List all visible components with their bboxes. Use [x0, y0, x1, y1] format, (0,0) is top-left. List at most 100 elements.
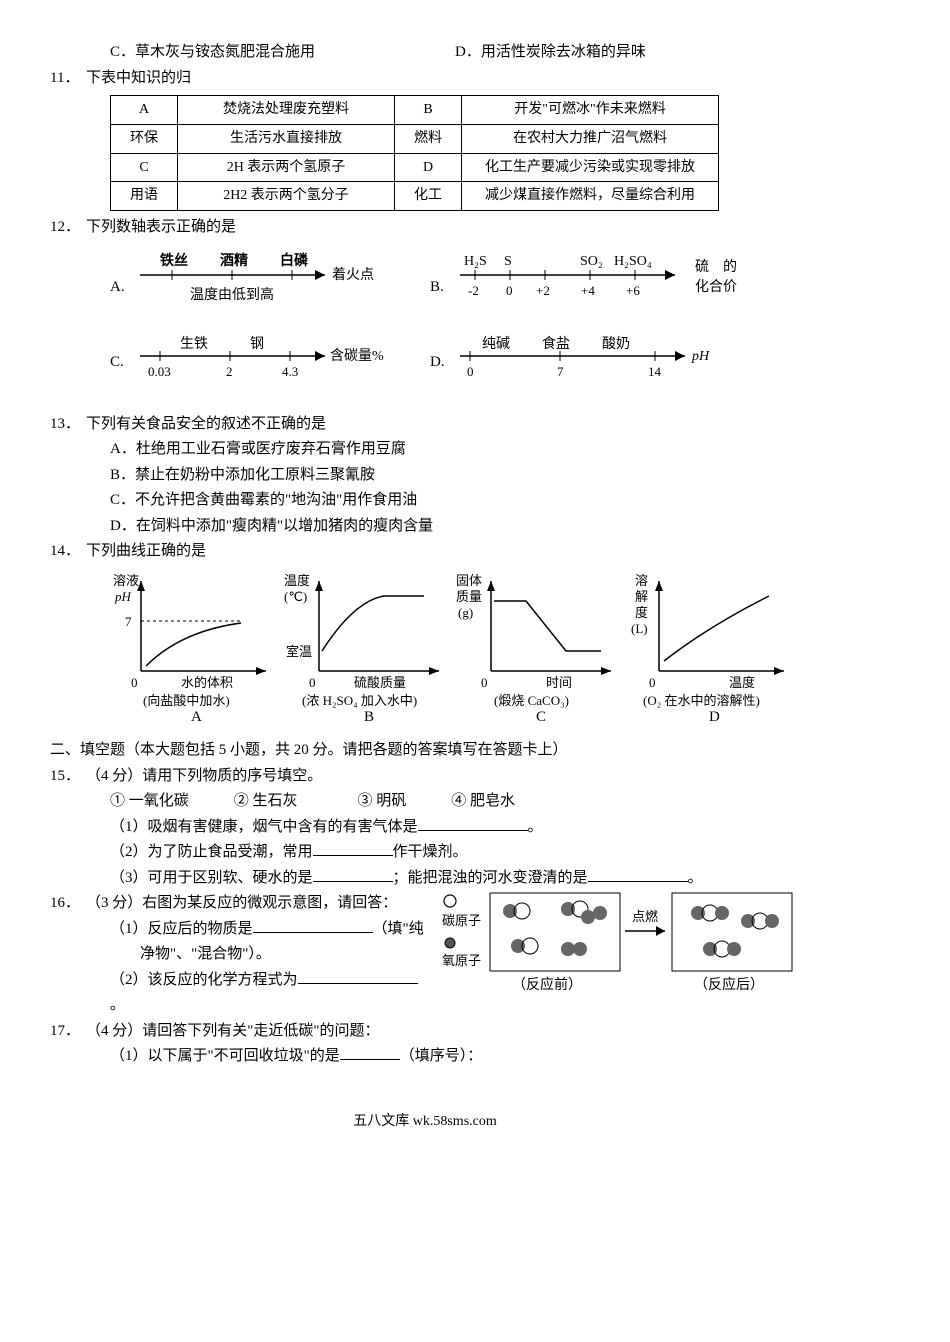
q11-cell: 化工生产要减少污染或实现零排放 — [462, 153, 719, 182]
section-2-heading: 二、填空题（本大题包括 5 小题，共 20 分。请把各题的答案填写在答题卡上） — [50, 738, 800, 764]
svg-text:室温: 室温 — [286, 644, 312, 659]
svg-text:纯碱: 纯碱 — [482, 336, 510, 352]
svg-text:酸奶: 酸奶 — [602, 336, 630, 352]
svg-text:点燃: 点燃 — [632, 909, 658, 924]
page-footer: 五八文库 wk.58sms.com — [50, 1110, 800, 1134]
q17-number: 17． — [50, 1019, 86, 1045]
q11-cell: 2H2 表示两个氢分子 — [178, 182, 395, 211]
q11-number: 11． — [50, 66, 86, 92]
q16-stem: （3 分）右图为某反应的微观示意图，请回答： — [86, 891, 430, 917]
q11-cell: 化工 — [395, 182, 462, 211]
svg-text:D: D — [709, 709, 720, 721]
svg-text:白磷: 白磷 — [280, 252, 309, 269]
svg-text:(向盐酸中加水): (向盐酸中加水) — [143, 693, 230, 708]
svg-text:-2: -2 — [468, 283, 479, 298]
svg-text:温度: 温度 — [284, 573, 310, 588]
svg-text:H₂S: H₂S — [464, 254, 487, 269]
svg-text:0.03: 0.03 — [148, 364, 171, 379]
q11-cell: 开发"可燃冰"作未来燃料 — [462, 96, 719, 125]
svg-text:溶液: 溶液 — [113, 573, 139, 588]
q13-option-d: D．在饲料中添加"瘦肉精"以增加猪肉的瘦肉含量 — [50, 514, 800, 540]
svg-text:水的体积: 水的体积 — [181, 675, 233, 690]
svg-text:含碳量%: 含碳量% — [330, 348, 384, 364]
svg-text:固体: 固体 — [456, 573, 482, 588]
svg-text:(O₂ 在水中的溶解性): (O₂ 在水中的溶解性) — [643, 693, 760, 708]
svg-text:4.3: 4.3 — [282, 364, 298, 379]
svg-text:铁丝: 铁丝 — [160, 252, 188, 269]
svg-text:钢: 钢 — [250, 336, 264, 352]
svg-text:(℃): (℃) — [284, 589, 307, 604]
q11-cell: 用语 — [111, 182, 178, 211]
svg-text:A: A — [191, 709, 202, 721]
svg-text:+2: +2 — [536, 283, 550, 298]
q10-option-c: C．草木灰与铵态氮肥混合施用 — [110, 40, 455, 66]
q15-stem: （4 分）请用下列物质的序号填空。 — [86, 764, 800, 790]
q14-chart-b: 温度 (℃) 室温 0 硫酸质量 (浓 H₂SO₄ 加入水中) B — [283, 571, 456, 731]
svg-text:酒精: 酒精 — [220, 252, 248, 269]
q14-number: 14． — [50, 539, 86, 565]
svg-text:碳原子: 碳原子 — [442, 913, 481, 928]
svg-text:0: 0 — [481, 675, 488, 690]
q15-part2: （2）为了防止食品受潮，常用作干燥剂。 — [50, 840, 800, 866]
svg-text:解: 解 — [635, 589, 648, 604]
q13-option-b: B．禁止在奶粉中添加化工原料三聚氰胺 — [50, 463, 800, 489]
q16-diagram: 碳原子 氧原子 点燃 （反应前） （反应后） — [440, 891, 800, 1011]
q11-table: A 焚烧法处理废充塑料 B 开发"可燃冰"作未来燃料 环保 生活污水直接排放 燃… — [110, 95, 719, 211]
svg-text:质量: 质量 — [456, 589, 482, 604]
q11-cell: 环保 — [111, 124, 178, 153]
q11-cell: 生活污水直接排放 — [178, 124, 395, 153]
svg-text:(煅烧 CaCO₃): (煅烧 CaCO₃) — [494, 693, 569, 708]
q14-stem: 下列曲线正确的是 — [86, 539, 800, 565]
svg-text:溶: 溶 — [635, 573, 648, 588]
q11-cell: 燃料 — [395, 124, 462, 153]
svg-text:+6: +6 — [626, 283, 640, 298]
svg-text:pH: pH — [114, 589, 132, 604]
svg-text:温度由低到高: 温度由低到高 — [190, 286, 274, 303]
svg-text:0: 0 — [467, 364, 474, 379]
svg-text:硫 的: 硫 的 — [695, 259, 737, 275]
q11-cell: 在农村大力推广沼气燃料 — [462, 124, 719, 153]
q17-stem: （4 分）请回答下列有关"走近低碳"的问题： — [86, 1019, 800, 1045]
q11-cell: 焚烧法处理废充塑料 — [178, 96, 395, 125]
svg-text:着火点: 着火点 — [332, 267, 374, 283]
q12-option-c: C. 生铁 钢 0.03 2 4.3 含碳量% — [110, 332, 390, 402]
q17-part1: （1）以下属于"不可回收垃圾"的是（填序号）： — [50, 1044, 800, 1070]
svg-text:7: 7 — [557, 364, 564, 379]
q11-stem: 下表中知识的归 — [86, 66, 800, 92]
svg-text:生铁: 生铁 — [180, 336, 208, 352]
q12-option-b: B. H₂S S SO₂ H₂SO₄ -2 0 +2 +4 +6 硫 的 化合价 — [430, 247, 760, 327]
svg-text:7: 7 — [125, 614, 132, 629]
q13-stem: 下列有关食品安全的叙述不正确的是 — [86, 412, 800, 438]
svg-text:(浓 H₂SO₄ 加入水中): (浓 H₂SO₄ 加入水中) — [302, 693, 417, 708]
svg-text:D.: D. — [430, 354, 445, 370]
svg-text:+4: +4 — [581, 283, 595, 298]
svg-text:0: 0 — [649, 675, 656, 690]
svg-text:pH: pH — [691, 349, 710, 364]
svg-text:0: 0 — [131, 675, 138, 690]
svg-text:温度: 温度 — [729, 675, 755, 690]
svg-text:硫酸质量: 硫酸质量 — [354, 675, 406, 690]
q11-cell: C — [111, 153, 178, 182]
svg-text:(L): (L) — [631, 621, 648, 636]
svg-text:H₂SO₄: H₂SO₄ — [614, 254, 652, 269]
q11-cell: 2H 表示两个氢原子 — [178, 153, 395, 182]
svg-text:14: 14 — [648, 364, 662, 379]
svg-text:0: 0 — [309, 675, 316, 690]
svg-text:C: C — [536, 709, 546, 721]
q12-a-prefix: A. — [110, 279, 125, 295]
svg-text:C.: C. — [110, 354, 124, 370]
svg-text:0: 0 — [506, 283, 513, 298]
q12-option-d: D. 纯碱 食盐 酸奶 0 7 14 pH — [430, 332, 760, 402]
q12-stem: 下列数轴表示正确的是 — [86, 215, 800, 241]
svg-text:（反应前）: （反应前） — [512, 976, 582, 993]
svg-text:食盐: 食盐 — [542, 335, 570, 352]
q14-chart-c: 固体 质量 (g) 0 时间 (煅烧 CaCO₃) C — [455, 571, 628, 731]
svg-text:氧原子: 氧原子 — [442, 953, 481, 968]
svg-text:化合价: 化合价 — [695, 279, 737, 295]
q11-cell: A — [111, 96, 178, 125]
q13-option-a: A．杜绝用工业石膏或医疗废弃石膏作用豆腐 — [50, 437, 800, 463]
q14-chart-d: 溶 解 度 (L) 0 温度 (O₂ 在水中的溶解性) D — [628, 571, 801, 731]
q15-number: 15． — [50, 764, 86, 790]
q10-option-d: D．用活性炭除去冰箱的异味 — [455, 40, 800, 66]
q12-option-a: A. 铁丝 酒精 白磷 着火点 温度由低到高 — [110, 247, 390, 327]
